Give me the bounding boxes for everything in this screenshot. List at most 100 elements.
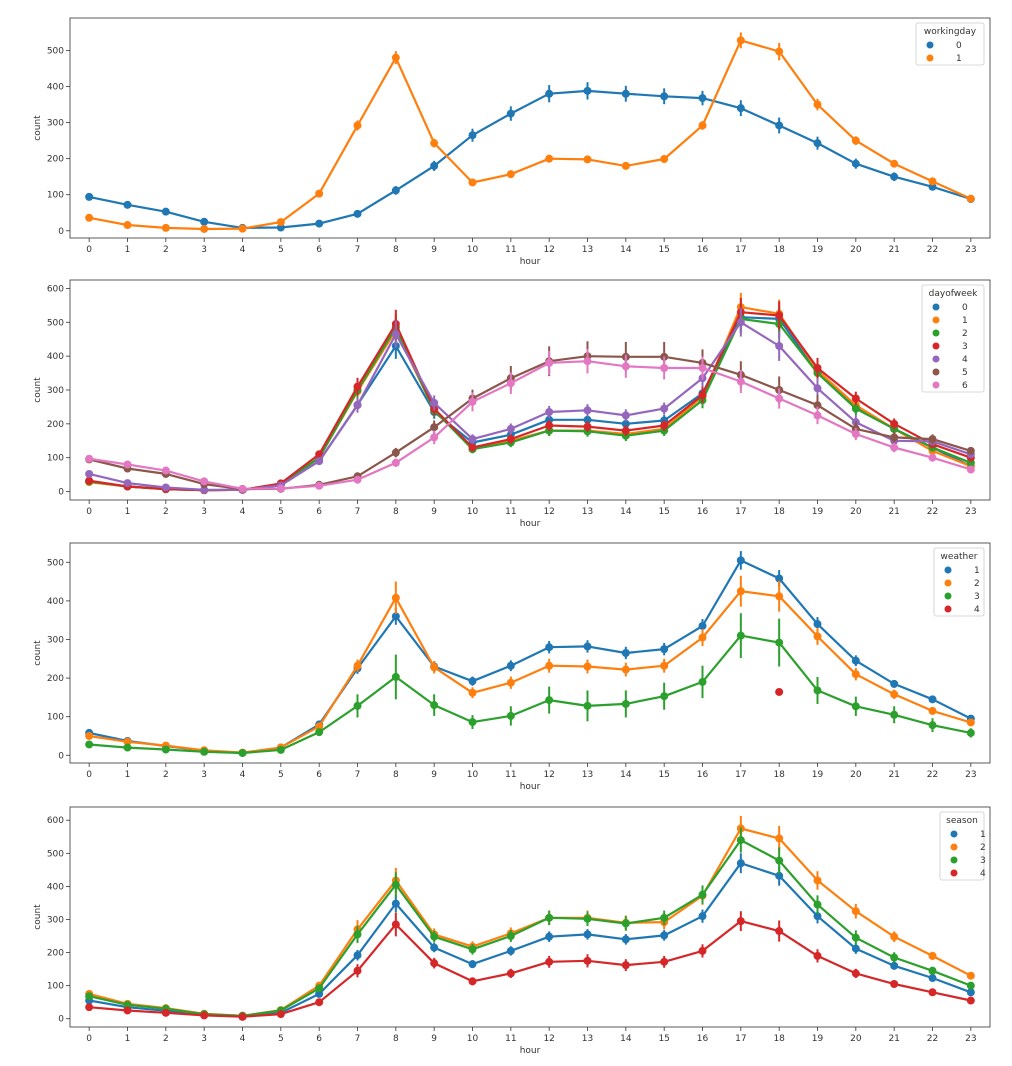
data-point [928, 177, 937, 186]
y-tick-label: 500 [47, 558, 64, 568]
legend-marker [944, 566, 952, 574]
axes-frame [69, 279, 991, 501]
y-tick-label: 0 [58, 488, 64, 498]
x-tick-label: 3 [201, 245, 207, 255]
data-point [161, 223, 170, 232]
legend-title: dayofweek [929, 289, 979, 299]
data-point [85, 1003, 94, 1012]
data-point [468, 435, 477, 444]
data-point [813, 411, 822, 420]
data-point [851, 394, 860, 403]
data-point [890, 710, 899, 719]
x-tick-label: 4 [240, 245, 246, 255]
data-point [621, 665, 630, 674]
data-point [468, 688, 477, 697]
data-point [276, 745, 285, 754]
x-tick-label: 10 [467, 245, 479, 255]
x-tick-label: 2 [163, 1034, 169, 1044]
data-point [736, 556, 745, 565]
data-point [736, 917, 745, 926]
data-point [468, 718, 477, 727]
x-tick-label: 16 [697, 507, 709, 517]
data-point [698, 946, 707, 955]
series-line [89, 306, 972, 492]
x-tick-label: 0 [86, 770, 92, 780]
axes-frame [69, 542, 991, 764]
data-point [468, 397, 477, 406]
x-tick-label: 0 [86, 507, 92, 517]
y-axis-label: count [33, 640, 43, 666]
y-tick-label: 200 [47, 674, 64, 684]
data-point [545, 415, 554, 424]
data-point [966, 465, 975, 474]
data-point [391, 53, 400, 62]
legend-label: 4 [974, 605, 980, 615]
data-point [775, 687, 784, 696]
y-tick-label: 100 [47, 454, 64, 464]
series-line [88, 89, 972, 229]
data-point [85, 992, 94, 1001]
data-point [123, 460, 132, 469]
legend-label: 3 [980, 856, 986, 866]
data-point [200, 477, 209, 486]
data-point [161, 745, 170, 754]
data-point [660, 931, 669, 940]
x-axis-label: hour [520, 257, 541, 267]
x-tick-label: 22 [927, 770, 938, 780]
data-point [813, 384, 822, 393]
data-point [353, 475, 362, 484]
legend-label: 2 [974, 579, 980, 589]
data-point [161, 483, 170, 492]
x-tick-label: 17 [735, 507, 746, 517]
data-point [200, 747, 209, 756]
data-point [775, 574, 784, 583]
data-point [813, 900, 822, 909]
x-tick-label: 5 [278, 770, 284, 780]
data-point [775, 394, 784, 403]
y-tick-label: 400 [47, 352, 64, 362]
data-point [238, 224, 247, 233]
data-point [698, 890, 707, 899]
series-1 [85, 853, 975, 1021]
x-tick-label: 10 [467, 770, 479, 780]
y-tick-label: 300 [47, 635, 64, 645]
data-point [890, 953, 899, 962]
legend-label: 6 [962, 381, 968, 391]
data-point [506, 109, 515, 118]
data-point [468, 443, 477, 452]
data-point [353, 966, 362, 975]
data-point [736, 36, 745, 45]
data-point [391, 593, 400, 602]
data-point [583, 415, 592, 424]
y-tick-label: 200 [47, 949, 64, 959]
x-tick-label: 3 [201, 507, 207, 517]
y-tick-label: 0 [58, 751, 64, 761]
data-point [430, 139, 439, 148]
data-point [200, 217, 209, 226]
data-point [391, 612, 400, 621]
x-tick-label: 9 [431, 507, 437, 517]
data-point [698, 912, 707, 921]
data-point [813, 876, 822, 885]
legend-label: 1 [980, 830, 986, 840]
legend-marker [932, 342, 940, 350]
x-tick-label: 11 [505, 770, 516, 780]
data-point [583, 357, 592, 366]
data-point [85, 192, 94, 201]
x-tick-label: 18 [773, 770, 785, 780]
data-point [736, 318, 745, 327]
legend-marker [932, 355, 940, 363]
x-axis-label: hour [520, 1046, 541, 1056]
legend-marker [944, 605, 952, 613]
data-point [851, 159, 860, 168]
x-tick-label: 13 [582, 245, 593, 255]
x-tick-label: 16 [697, 245, 709, 255]
data-point [430, 932, 439, 941]
data-point [890, 172, 899, 181]
x-tick-label: 8 [393, 507, 399, 517]
x-tick-label: 23 [965, 245, 976, 255]
data-point [430, 701, 439, 710]
data-point [851, 969, 860, 978]
y-tick-label: 200 [47, 155, 64, 165]
data-point [506, 424, 515, 433]
